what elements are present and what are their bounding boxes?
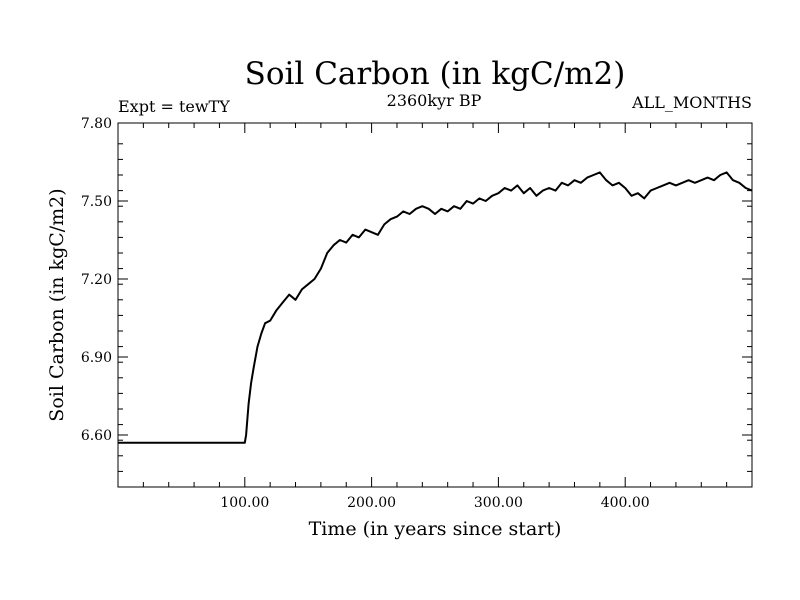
- x-axis-ticks: 100.00 200.00 300.00 400.00: [142, 123, 728, 511]
- plot-frame: [117, 122, 753, 488]
- series-layer: [118, 171, 753, 444]
- x-tick-label: 300.00: [474, 495, 523, 511]
- period-label: 2360kyr BP: [387, 91, 482, 110]
- x-tick-label: 100.00: [220, 495, 269, 511]
- chart-title: Soil Carbon (in kgC/m2): [245, 56, 626, 92]
- y-tick-label: 6.60: [81, 428, 112, 444]
- months-label: ALL_MONTHS: [631, 93, 752, 112]
- experiment-label: Expt = tewTY: [118, 97, 230, 116]
- y-axis-label: Soil Carbon (in kgC/m2): [46, 188, 68, 421]
- y-tick-label: 7.80: [81, 116, 112, 132]
- x-tick-label: 200.00: [347, 495, 396, 511]
- series-line-soil-carbon: [118, 171, 753, 444]
- y-tick-label: 7.50: [81, 194, 112, 210]
- x-axis-label: Time (in years since start): [309, 518, 562, 540]
- y-tick-label: 6.90: [81, 350, 112, 366]
- x-tick-label: 400.00: [601, 495, 650, 511]
- y-axis-ticks: 6.60 6.90 7.20 7.50 7.80: [81, 116, 752, 472]
- y-tick-label: 7.20: [81, 272, 112, 288]
